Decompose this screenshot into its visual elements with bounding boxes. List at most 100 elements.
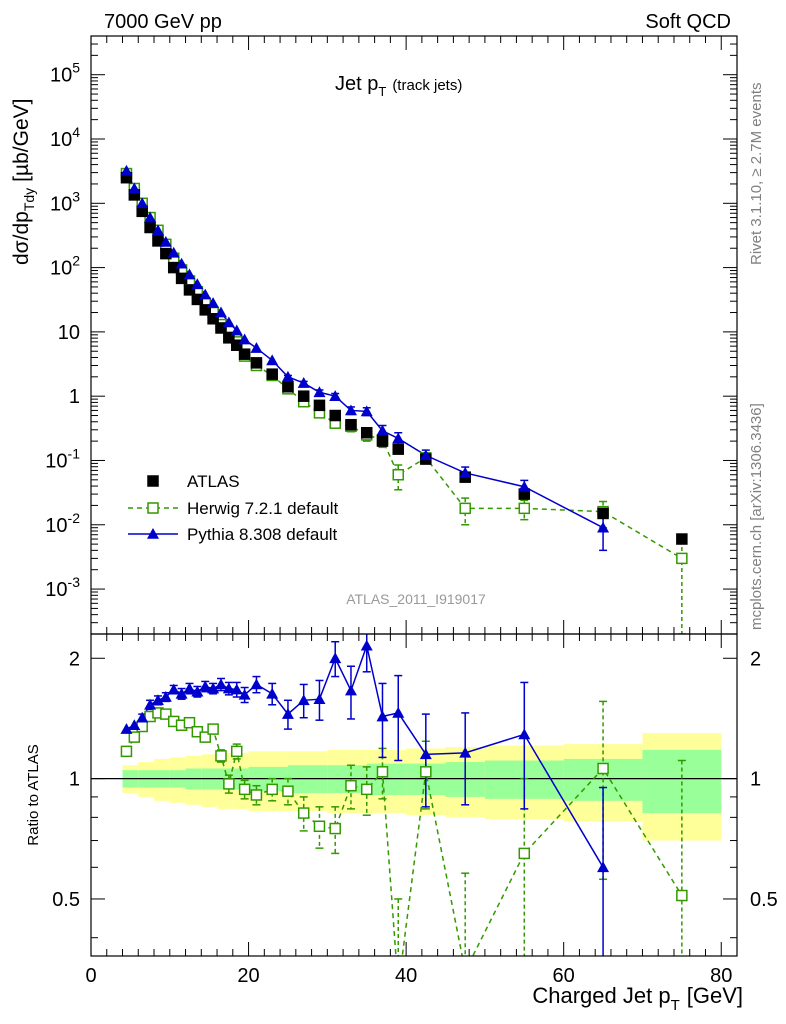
pythia-point <box>266 687 279 699</box>
herwig-point <box>160 708 172 720</box>
ratio-y-tick-label-right: 1 <box>750 769 761 791</box>
data-point <box>183 284 196 296</box>
pythia-point <box>266 354 279 366</box>
x-tick-label: 40 <box>395 965 417 987</box>
tick-base: 10 <box>50 65 72 87</box>
pythia-point <box>159 236 172 247</box>
pythia-point <box>167 246 180 258</box>
ratio-y-tick-label: 0.5 <box>52 889 80 911</box>
pythia-point <box>459 466 472 478</box>
pythia-point <box>597 521 610 533</box>
data-point <box>223 331 235 344</box>
legend-label: Herwig 7.2.1 default <box>187 499 338 518</box>
pythia-point <box>281 708 294 719</box>
ratio-y-tick-label-right: 2 <box>750 648 761 670</box>
x-axis-label: Charged Jet pT [GeV] <box>532 983 743 1014</box>
data-point <box>147 475 159 487</box>
pythia-point <box>329 652 342 664</box>
x-tick-label: 80 <box>710 965 732 987</box>
pythia-point <box>199 680 212 692</box>
pythia-point <box>376 424 389 436</box>
y-tick-label: 10 <box>58 322 80 344</box>
pythia-point <box>120 164 133 176</box>
data-point <box>152 235 164 247</box>
mcplots-credit: mcplots.cern.ch [arXiv:1306.3436] <box>748 403 765 630</box>
pythia-point <box>518 480 531 492</box>
data-point <box>329 409 341 422</box>
data-point <box>676 533 688 545</box>
main-panel-frame <box>90 35 738 635</box>
ratio-y-axis-label: Ratio to ATLAS <box>25 744 42 845</box>
ratio-y-tick-label: 2 <box>69 648 80 670</box>
herwig-point <box>392 468 404 481</box>
tick-exponent: 4 <box>72 124 80 140</box>
pythia-point <box>313 386 326 398</box>
pythia-point <box>222 682 235 694</box>
herwig-point <box>223 778 235 790</box>
herwig-point <box>215 750 227 762</box>
herwig-point <box>518 502 531 515</box>
tick-exponent: -2 <box>68 510 81 526</box>
tick-base: 10 <box>45 515 67 537</box>
pythia-point <box>175 257 188 269</box>
herwig-point <box>199 731 211 743</box>
herwig-point <box>376 766 389 778</box>
pythia-point <box>183 682 196 694</box>
pythia-point <box>207 682 220 694</box>
y-tick-label: 10-2 <box>45 510 80 537</box>
herwig-point <box>460 966 470 976</box>
pythia-point <box>128 182 141 194</box>
pythia-point <box>207 297 220 308</box>
herwig-point <box>230 745 243 758</box>
pythia-point <box>419 449 432 461</box>
pythia-point <box>281 370 294 382</box>
ratio-y-tick-label: 1 <box>69 769 80 791</box>
x-tick-label: 20 <box>237 965 259 987</box>
herwig-point <box>282 785 294 797</box>
pythia-point <box>144 698 157 710</box>
pythia-point <box>360 405 373 417</box>
main-panel <box>120 164 688 634</box>
pythia-point <box>459 746 472 758</box>
pythia-point <box>230 324 243 336</box>
data-point <box>345 418 357 431</box>
pythia-point <box>222 316 235 328</box>
pythia-point <box>344 684 357 696</box>
herwig-point <box>313 820 326 833</box>
y-tick-label: 103 <box>50 188 80 215</box>
data-point <box>282 381 294 393</box>
herwig-point <box>266 783 278 796</box>
tick-base: 10 <box>50 129 72 151</box>
pythia-point <box>136 711 149 723</box>
herwig-point <box>238 783 251 796</box>
herwig-point <box>207 723 219 735</box>
pythia-point <box>183 268 196 280</box>
pythia-point <box>199 288 212 300</box>
pythia-point <box>518 728 531 740</box>
herwig-point <box>345 779 357 792</box>
herwig-point <box>147 502 159 514</box>
tick-exponent: -1 <box>68 445 81 461</box>
legend: ATLAS Herwig 7.2.1 default Pythia 8.308 de… <box>128 472 338 544</box>
ratio-y-tick-label-right: 0.5 <box>750 889 778 911</box>
herwig-point <box>128 731 141 743</box>
herwig-point <box>329 822 341 835</box>
herwig-point <box>120 745 133 758</box>
y-tick-label: 102 <box>50 253 80 280</box>
data-point <box>199 304 211 316</box>
data-point <box>360 426 373 439</box>
pythia-point <box>159 691 172 702</box>
herwig-point <box>420 766 432 778</box>
herwig-point <box>518 847 531 860</box>
pythia-point <box>230 683 243 695</box>
pythia-point <box>191 278 204 290</box>
pythia-point <box>297 694 310 706</box>
tick-base: 10 <box>45 579 67 601</box>
tick-base: 10 <box>50 258 72 280</box>
y-tick-label: 104 <box>50 124 80 151</box>
y-tick-label: 105 <box>50 60 80 87</box>
y-tick-label: 1 <box>69 386 80 408</box>
data-point <box>297 390 310 402</box>
